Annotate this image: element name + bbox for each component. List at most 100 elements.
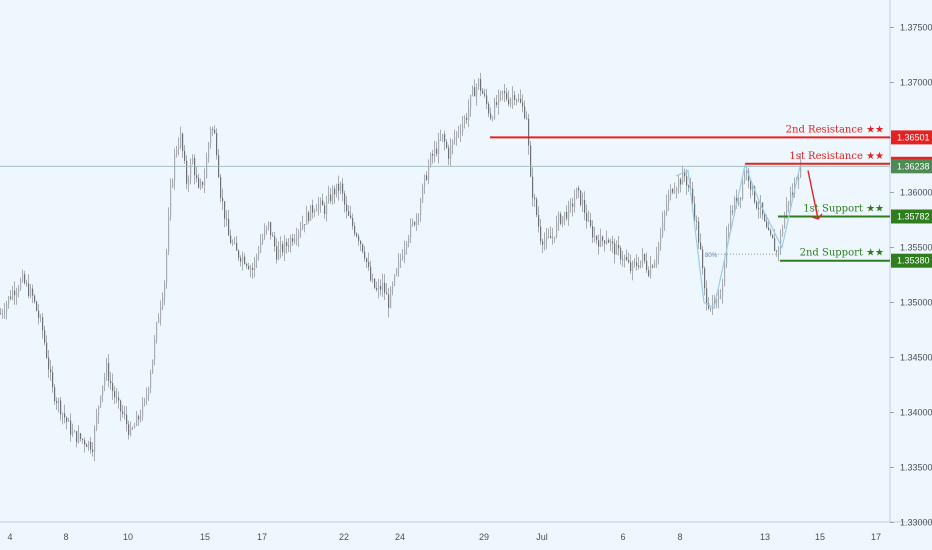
x-tick-label: 29 [479, 532, 489, 542]
candle [518, 93, 520, 103]
candle [332, 185, 334, 205]
candle [226, 210, 228, 227]
candle [536, 196, 538, 218]
candle [64, 404, 66, 424]
candle [720, 289, 722, 300]
candle [290, 234, 292, 253]
candle [118, 391, 120, 409]
candle [618, 235, 620, 256]
candle [150, 369, 152, 394]
candle [138, 414, 140, 426]
candle [272, 232, 274, 237]
x-tick-label: 8 [63, 532, 68, 542]
candle [320, 197, 322, 213]
candle [286, 238, 288, 254]
candle [34, 294, 36, 304]
candle [200, 178, 202, 191]
candle [196, 166, 198, 183]
x-tick-label: 4 [7, 532, 12, 542]
candle [670, 184, 672, 201]
candle [580, 190, 582, 207]
candle [4, 303, 6, 320]
candle [174, 148, 176, 190]
candle [758, 198, 760, 219]
candle [376, 281, 378, 292]
x-tick-label: 13 [760, 532, 770, 542]
candle [258, 246, 260, 261]
candle [498, 89, 500, 115]
candle [442, 133, 444, 143]
candle [364, 245, 366, 262]
candle [744, 169, 746, 185]
candle [778, 245, 780, 262]
candle [642, 248, 644, 268]
candle [592, 220, 594, 243]
candle [108, 354, 110, 388]
candle [48, 350, 50, 378]
candle [114, 386, 116, 405]
candle [270, 222, 272, 240]
candle [660, 227, 662, 251]
candle [166, 248, 168, 289]
candle [752, 184, 754, 196]
candle [280, 236, 282, 259]
level-name: 1st Resistance ★★ [789, 151, 884, 162]
candle [140, 409, 142, 423]
candle [398, 253, 400, 278]
pattern-outline [675, 162, 801, 309]
candle [6, 300, 8, 320]
candle [600, 228, 602, 248]
candle [456, 131, 458, 146]
candle [558, 211, 560, 231]
candle [634, 258, 636, 268]
candle [776, 249, 778, 257]
candle [792, 183, 794, 199]
candle [772, 234, 774, 239]
candle [334, 185, 336, 204]
candle [336, 183, 338, 198]
candle [254, 256, 256, 278]
candle [158, 313, 160, 324]
x-tick-label: 15 [815, 532, 825, 542]
y-tick-label: 1.33500 [900, 463, 932, 473]
candle [240, 255, 242, 267]
candle [344, 190, 346, 213]
candle [60, 397, 62, 421]
candle [638, 256, 640, 270]
candle [260, 233, 262, 254]
candle [50, 360, 52, 381]
candle [486, 88, 488, 110]
x-tick-label: 6 [620, 532, 625, 542]
candle [2, 308, 4, 319]
candle [612, 235, 614, 253]
candle [680, 177, 682, 193]
candle [770, 228, 772, 237]
candle [310, 205, 312, 222]
candle [548, 228, 550, 239]
price-badge-label: 1.35380 [897, 256, 930, 266]
y-tick-label: 1.34500 [900, 353, 932, 363]
candle [24, 270, 26, 285]
candle [386, 283, 388, 295]
candle [556, 215, 558, 239]
candle [630, 254, 632, 274]
candle [684, 168, 686, 182]
candle [620, 245, 622, 265]
candle [126, 405, 128, 432]
candle [106, 357, 108, 381]
candle [788, 200, 790, 213]
candle [538, 206, 540, 233]
candle [484, 88, 486, 98]
candle [470, 94, 472, 117]
candle [686, 169, 688, 195]
candle [402, 249, 404, 261]
candle [84, 437, 86, 453]
candle [182, 132, 184, 159]
candle [696, 215, 698, 231]
candle [292, 233, 294, 246]
candle [420, 197, 422, 223]
candle [608, 237, 610, 243]
candle [88, 440, 90, 451]
candle [266, 225, 268, 235]
